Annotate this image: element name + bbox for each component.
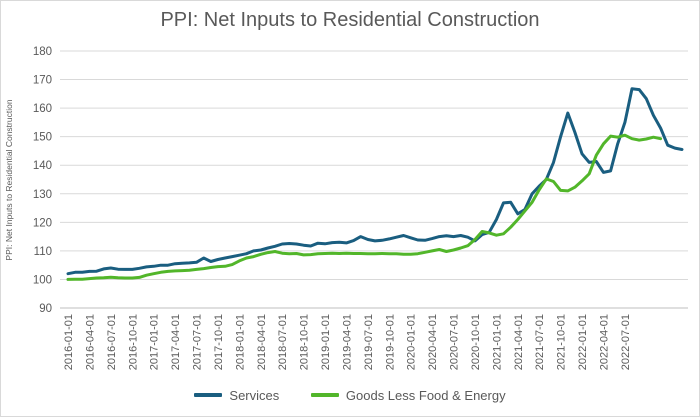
x-tick-label: 2017-04-01 [170,314,182,370]
legend-item-services: Services [194,388,279,403]
x-tick-label: 2018-10-01 [299,314,311,370]
legend-item-goods: Goods Less Food & Energy [310,387,506,403]
y-tick-label: 90 [39,303,52,315]
y-tick-label: 170 [33,75,52,87]
x-tick-label: 2019-04-01 [341,314,353,370]
y-tick-label: 160 [33,103,52,115]
x-tick-label: 2021-01-01 [491,314,503,370]
x-tick-label: 2020-01-01 [406,314,418,370]
legend-swatch-goods [310,393,339,397]
x-tick-label: 2016-04-01 [84,314,96,370]
x-tick-label: 2021-07-01 [534,314,546,370]
x-tick-label: 2022-07-01 [620,314,632,370]
x-tick-label: 2020-07-01 [449,314,461,370]
x-tick-label: 2016-01-01 [63,314,75,370]
legend-swatch-services [194,393,223,397]
x-tick-label: 2017-10-01 [213,314,225,370]
legend-label-goods: Goods Less Food & Energy [345,387,506,403]
y-axis-ticks: 90 100 110 120 130 140 150 160 170 180 [33,46,52,315]
x-tick-label: 2019-07-01 [363,314,375,370]
x-tick-label: 2016-07-01 [106,314,118,370]
gridlines [60,50,688,309]
legend: Services Goods Less Food & Energy [0,385,700,403]
series-line-goods-less-food-energy [66,133,663,281]
x-tick-label: 2022-01-01 [577,314,589,370]
x-tick-label: 2021-04-01 [513,314,525,370]
x-tick-label: 2018-01-01 [234,314,246,370]
x-tick-label: 2020-10-01 [470,314,482,370]
y-tick-label: 120 [33,217,52,229]
y-tick-label: 150 [33,132,52,144]
x-tick-label: 2019-01-01 [320,314,332,370]
y-tick-label: 130 [33,189,52,201]
x-tick-label: 2021-10-01 [556,314,568,370]
x-tick-label: 2016-10-01 [127,314,139,370]
x-tick-label: 2017-07-01 [192,314,204,370]
x-axis-ticks: 2016-01-01 2016-04-01 2016-07-01 2016-10-01… [63,314,632,370]
y-tick-label: 140 [33,160,52,172]
series-line-services [66,87,684,276]
y-tick-label: 110 [34,246,52,258]
x-tick-label: 2022-04-01 [598,314,610,370]
x-tick-label: 2017-01-01 [149,314,161,370]
y-tick-label: 100 [33,274,52,286]
x-tick-label: 2019-10-01 [384,314,396,370]
x-tick-label: 2018-07-01 [277,314,289,370]
chart-title: PPI: Net Inputs to Residential Construct… [160,9,540,31]
series-lines [66,87,684,281]
legend-label-services: Services [229,387,280,403]
y-tick-label: 180 [33,46,52,58]
x-tick-label: 2020-04-01 [427,314,439,370]
x-tick-label: 2018-04-01 [256,314,268,370]
